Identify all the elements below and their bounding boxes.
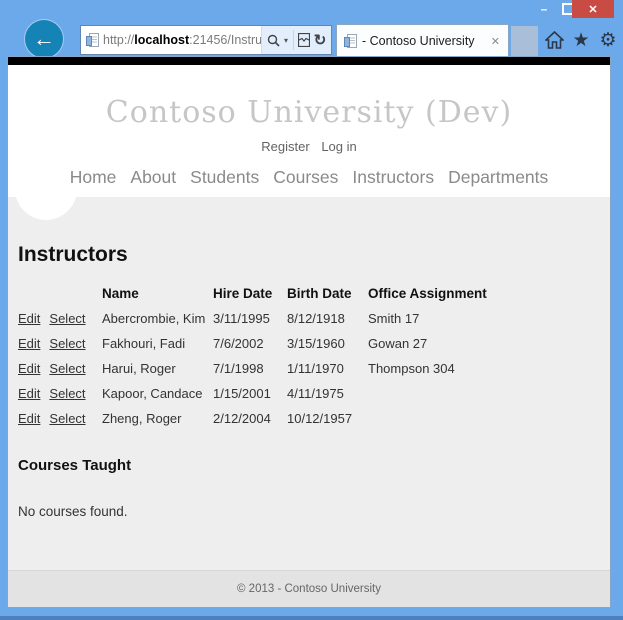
tab-title: - Contoso University [362, 34, 475, 48]
gear-icon[interactable]: ⚙ [599, 29, 617, 51]
no-courses-message: No courses found. [18, 504, 128, 519]
refresh-icon[interactable]: ↻ [313, 32, 327, 49]
nav-item-home[interactable]: Home [69, 167, 117, 187]
cell-hire: 7/6/2002 [213, 336, 264, 351]
instructors-table: Name Hire Date Birth Date Office Assignm… [18, 281, 558, 431]
cell-birth: 4/11/1975 [287, 386, 344, 401]
birth-date-header: Birth Date [287, 286, 352, 301]
office-header: Office Assignment [368, 286, 487, 301]
address-bar-icons: ▾ ↻ [261, 26, 331, 54]
cell-office: Thompson 304 [368, 361, 455, 376]
new-tab-button[interactable] [511, 26, 538, 56]
cell-hire: 7/1/1998 [213, 361, 264, 376]
cell-birth: 10/12/1957 [287, 411, 353, 426]
edit-link[interactable]: Edit [18, 311, 41, 326]
search-icon[interactable] [265, 26, 281, 54]
address-bar-divider [293, 30, 294, 50]
select-link[interactable]: Select [49, 361, 86, 376]
title-bar[interactable]: – ✕ [0, 0, 623, 18]
back-icon: ← [33, 26, 55, 51]
home-icon[interactable] [544, 30, 564, 50]
tab-close-icon[interactable]: ✕ [490, 35, 500, 48]
page-title: Instructors [18, 243, 128, 266]
cell-name: Abercrombie, Kim [102, 311, 206, 326]
nav-item-courses[interactable]: Courses [273, 167, 339, 187]
address-bar[interactable]: http://localhost:21456/Instruc ▾ ↻ [80, 25, 332, 55]
cell-birth: 3/15/1960 [287, 336, 345, 351]
site-footer: © 2013 - Contoso University [8, 570, 610, 607]
table-row: Edit Select Kapoor, Candace 1/15/2001 4/1… [18, 381, 558, 406]
actions-header [18, 281, 102, 306]
close-button[interactable]: ✕ [572, 0, 614, 18]
url-text[interactable]: http://localhost:21456/Instruc [103, 33, 261, 47]
cell-birth: 8/12/1918 [287, 311, 345, 326]
cell-hire: 3/11/1995 [213, 311, 270, 326]
page-top-black-bar [8, 57, 610, 65]
table-row: Edit Select Abercrombie, Kim 3/11/1995 8/… [18, 306, 558, 331]
table-row: Edit Select Fakhouri, Fadi 7/6/2002 3/15/… [18, 331, 558, 356]
cell-name: Zheng, Roger [102, 411, 182, 426]
edit-link[interactable]: Edit [18, 411, 41, 426]
cell-name: Fakhouri, Fadi [102, 336, 186, 351]
edit-link[interactable]: Edit [18, 386, 41, 401]
cell-office [368, 406, 558, 431]
select-link[interactable]: Select [49, 411, 86, 426]
edit-link[interactable]: Edit [18, 336, 41, 351]
browser-chrome: ← → http://localhost:21456/Instruc [0, 18, 623, 58]
nav-item-instructors[interactable]: Instructors [352, 167, 435, 187]
main-nav: Home About Students Courses Instructors Depar… [8, 167, 610, 188]
browser-tab[interactable]: - Contoso University ✕ [336, 24, 509, 57]
cell-hire: 2/12/2004 [213, 411, 271, 426]
cell-office: Gowan 27 [368, 336, 428, 351]
star-icon[interactable]: ★ [572, 29, 590, 51]
table-row: Edit Select Zheng, Roger 2/12/2004 10/12/… [18, 406, 558, 431]
nav-item-students[interactable]: Students [190, 167, 260, 187]
cell-name: Kapoor, Candace [102, 386, 203, 401]
tab-page-icon [344, 33, 357, 48]
courses-taught-heading: Courses Taught [18, 457, 132, 474]
cell-office: Smith 17 [368, 311, 420, 326]
nav-item-departments[interactable]: Departments [448, 167, 549, 187]
register-link[interactable]: Register [261, 139, 310, 154]
page-icon [86, 32, 99, 47]
table-header-row: Name Hire Date Birth Date Office Assignm… [18, 281, 558, 306]
compatibility-icon[interactable] [296, 26, 312, 54]
hire-date-header: Hire Date [213, 286, 273, 301]
search-dropdown-icon[interactable]: ▾ [283, 35, 288, 45]
account-links: Register Log in [8, 139, 610, 154]
name-header: Name [102, 286, 139, 301]
select-link[interactable]: Select [49, 386, 86, 401]
site-header: Contoso University (Dev) Register Log in… [8, 65, 610, 197]
cell-name: Harui, Roger [102, 361, 176, 376]
site-title: Contoso University (Dev) [105, 95, 513, 130]
nav-item-about[interactable]: About [130, 167, 177, 187]
main-content: Instructors Name Hire Date Birth Date Of… [8, 197, 610, 570]
cell-hire: 1/15/2001 [213, 386, 271, 401]
login-link[interactable]: Log in [321, 139, 357, 154]
cell-birth: 1/11/1970 [287, 361, 344, 376]
edit-link[interactable]: Edit [18, 361, 41, 376]
select-link[interactable]: Select [49, 311, 86, 326]
cell-office [368, 381, 558, 406]
decorative-circle [15, 197, 77, 220]
table-row: Edit Select Harui, Roger 7/1/1998 1/11/19… [18, 356, 558, 381]
page-viewport: Contoso University (Dev) Register Log in… [7, 56, 611, 608]
minimize-button[interactable]: – [540, 2, 548, 16]
back-button[interactable]: ← [25, 20, 63, 58]
window-bottom-edge [0, 616, 623, 620]
select-link[interactable]: Select [49, 336, 86, 351]
